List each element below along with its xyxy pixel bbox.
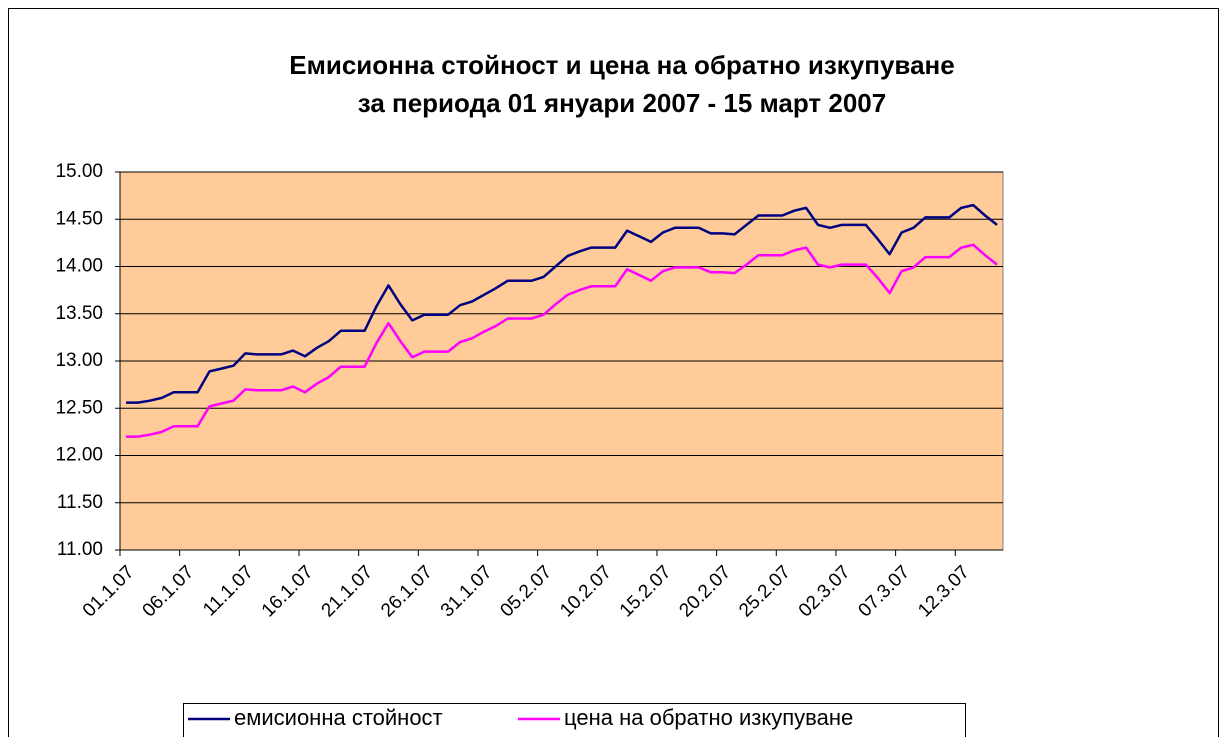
y-tick-label: 13.00 <box>55 350 103 371</box>
y-tick-label: 14.50 <box>55 208 103 229</box>
legend-label: емисионна стойност <box>234 705 443 730</box>
legend-box <box>183 703 966 737</box>
y-tick-label: 15.00 <box>55 161 103 182</box>
y-tick-label: 11.50 <box>57 492 103 513</box>
series-line <box>126 243 998 438</box>
series-line <box>126 203 998 404</box>
chart-subtitle: за периода 01 януари 2007 - 15 март 2007 <box>358 88 886 118</box>
y-tick-label: 11.00 <box>57 539 103 560</box>
chart-title: Емисионна стойност и цена на обратно изк… <box>289 50 954 80</box>
legend-label: цена на обратно изкупуване <box>564 705 853 730</box>
y-tick-label: 13.50 <box>55 303 103 324</box>
y-tick-label: 12.50 <box>55 397 103 418</box>
y-tick-label: 12.00 <box>55 445 103 466</box>
y-tick-label: 14.00 <box>55 256 103 277</box>
